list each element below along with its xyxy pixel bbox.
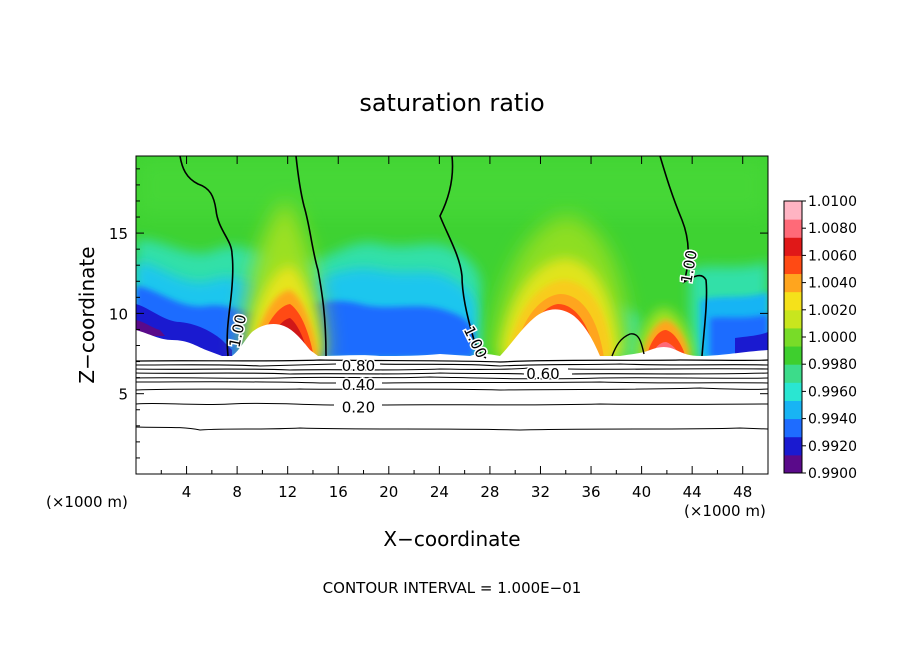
contour-1.00-d [659, 156, 708, 357]
x-unit-left: (×1000 m) [46, 493, 128, 511]
chart-title: saturation ratio [359, 89, 544, 117]
x-tick-label: 28 [480, 483, 499, 501]
colorbar-swatch [784, 309, 802, 329]
x-tick-label: 48 [733, 483, 752, 501]
colorbar-swatch [784, 219, 802, 238]
x-tick-label: 24 [430, 483, 449, 501]
colorbar-label: 0.9920 [808, 439, 857, 455]
colorbar-label: 1.0080 [808, 221, 857, 237]
saturation-field [136, 156, 768, 474]
colorbar-swatch [784, 327, 802, 347]
colorbar-label: 1.0040 [808, 276, 857, 292]
contour-1.00-e [611, 333, 645, 357]
colorbar: 1.0100 1.0080 1.0060 1.0040 1.0020 1.0000 0.99… [783, 194, 857, 482]
x-tick-label: 16 [329, 483, 348, 501]
y-axis-label: Z−coordinate [75, 246, 99, 383]
x-tick-label: 36 [581, 483, 600, 501]
y-tick-label: 15 [109, 225, 128, 243]
colorbar-swatch [784, 454, 802, 474]
colorbar-label: 0.9960 [808, 384, 857, 400]
colorbar-label: 1.0100 [808, 194, 857, 210]
x-tick-label: 20 [379, 483, 398, 501]
contour-0.50 [136, 376, 768, 380]
plot-frame [135, 155, 769, 475]
colorbar-swatch [784, 346, 802, 365]
contour-label: 0.80 [342, 357, 375, 375]
x-tick-label: 44 [683, 483, 702, 501]
colorbar-swatch [784, 237, 802, 256]
contour-label: 0.20 [342, 399, 375, 417]
colorbar-swatch [784, 364, 802, 383]
contour-label: 0.60 [526, 365, 559, 383]
colorbar-swatch [784, 273, 802, 293]
colorbar-label: 0.9980 [808, 357, 857, 373]
contour-0.10 [136, 426, 768, 431]
colorbar-swatch [784, 255, 802, 275]
colorbar-swatch [784, 201, 802, 220]
contour-lines [136, 156, 768, 431]
colorbar-label: 1.0020 [808, 303, 857, 319]
x-unit-right: (×1000 m) [684, 502, 766, 520]
contour-0.90 [136, 359, 768, 363]
x-tick-label: 8 [232, 483, 242, 501]
x-axis-label: X−coordinate [383, 527, 520, 551]
band-purple [136, 320, 165, 336]
contour-1.00-c [439, 156, 487, 359]
contour-interval-footer: CONTOUR INTERVAL = 1.000E−01 [323, 579, 582, 597]
colorbar-swatch [784, 400, 802, 420]
colorbar-label: 0.9900 [808, 466, 857, 482]
contour-0.80 [136, 363, 768, 367]
contour-0.40 [136, 381, 768, 384]
contour-1.00-b [295, 156, 327, 357]
colorbar-swatch [784, 291, 802, 311]
contour-label: 0.40 [342, 376, 375, 394]
colorbar-label: 1.0000 [808, 330, 857, 346]
colorbar-label: 0.9940 [808, 412, 857, 428]
colorbar-swatch [784, 382, 802, 401]
x-tick-label: 32 [531, 483, 550, 501]
y-tick-label: 5 [118, 386, 128, 404]
contour-1.00-a [179, 156, 234, 357]
colorbar-label: 1.0060 [808, 248, 857, 264]
contour-0.60 [136, 372, 768, 375]
contour-0.30 [136, 387, 768, 391]
x-tick-label: 4 [182, 483, 192, 501]
x-axis: 4 8 12 16 20 24 28 32 36 40 44 48 [160, 156, 752, 501]
colorbar-swatch [784, 436, 802, 456]
y-axis: 5 10 15 [109, 168, 768, 459]
x-tick-label: 12 [278, 483, 297, 501]
y-tick-label: 10 [109, 305, 128, 323]
x-tick-label: 40 [632, 483, 651, 501]
contour-0.20 [136, 402, 768, 406]
below-cloud-white [136, 309, 768, 474]
contour-0.70 [136, 367, 768, 371]
colorbar-swatch [784, 418, 802, 438]
